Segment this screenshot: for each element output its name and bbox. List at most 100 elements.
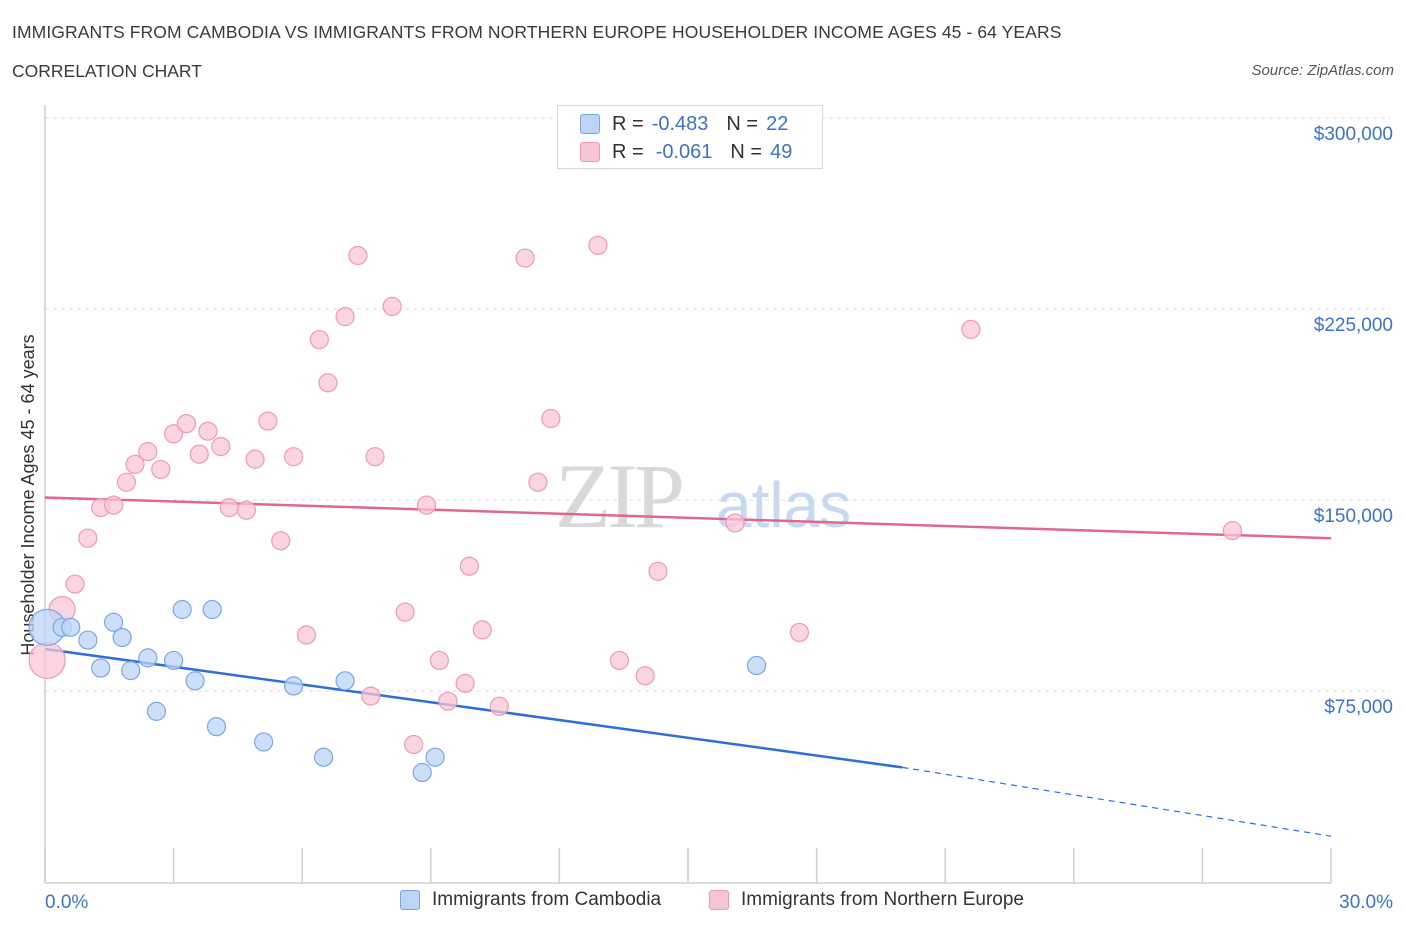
chart-subtitle: CORRELATION CHART [12, 61, 202, 81]
data-point-cambodia [314, 747, 334, 767]
data-point-northern-europe [455, 673, 475, 693]
series-legend-northern-europe[interactable]: Immigrants from Northern Europe [709, 889, 1024, 911]
legend-r-value: -0.061 [655, 140, 713, 163]
data-point-cambodia [206, 717, 227, 737]
data-point-northern-europe [348, 245, 368, 266]
y-tick-label: $75,000 [1324, 697, 1393, 718]
data-point-northern-europe [65, 574, 85, 594]
data-point-northern-europe [103, 495, 124, 515]
data-point-northern-europe [404, 734, 424, 755]
data-point-northern-europe [116, 472, 137, 492]
data-point-northern-europe [164, 424, 184, 444]
y-tick-label: $225,000 [1314, 315, 1393, 336]
legend-r-value: -0.483 [651, 112, 709, 135]
data-point-northern-europe [459, 556, 479, 576]
data-point-cambodia [254, 732, 274, 752]
y-tick-label: $300,000 [1314, 124, 1393, 145]
data-point-cambodia [112, 627, 132, 648]
x-tick-label: 30.0% [1339, 892, 1393, 913]
legend-swatch-northern-europe [580, 142, 600, 162]
legend-n-label: N = [730, 140, 763, 163]
data-points [28, 235, 1243, 783]
data-point-northern-europe [541, 408, 561, 429]
data-point-northern-europe [138, 442, 158, 462]
legend-r-label: R = [612, 140, 644, 163]
data-point-cambodia [138, 648, 158, 668]
data-point-northern-europe [528, 472, 548, 492]
series-label-northern-europe: Immigrants from Northern Europe [741, 889, 1024, 910]
legend-n-value: 22 [766, 112, 789, 135]
data-point-cambodia [412, 762, 432, 783]
legend-row-northern-europe: R = -0.061 N = 49 [580, 140, 792, 164]
data-point-cambodia [164, 650, 184, 671]
trend-line-cambodia [44, 647, 903, 769]
data-point-cambodia [91, 658, 111, 678]
data-point-northern-europe [335, 307, 355, 327]
data-point-northern-europe [258, 411, 278, 431]
data-point-northern-europe [219, 498, 239, 518]
data-point-northern-europe [635, 666, 655, 686]
y-tick-label: $150,000 [1314, 506, 1393, 527]
data-point-northern-europe [416, 495, 437, 515]
data-point-northern-europe [382, 296, 402, 317]
data-point-northern-europe [395, 602, 415, 622]
data-point-northern-europe [28, 641, 66, 680]
watermark: ZIP atlas [555, 445, 851, 547]
data-point-northern-europe [515, 248, 535, 268]
series-swatch-northern-europe [709, 890, 729, 910]
data-point-northern-europe [309, 329, 329, 350]
trend-lines [44, 496, 1332, 837]
data-point-northern-europe [296, 625, 317, 645]
stats-legend: R = -0.483 N = 22 R = -0.061 N = 49 [557, 105, 823, 169]
data-point-cambodia [172, 599, 192, 620]
y-axis-label: Householder Income Ages 45 - 64 years [18, 334, 38, 655]
data-point-cambodia [121, 661, 141, 681]
data-point-northern-europe [198, 421, 218, 441]
data-point-northern-europe [151, 459, 171, 480]
legend-swatch-cambodia [580, 114, 600, 134]
legend-n-value: 49 [770, 140, 793, 163]
data-point-northern-europe [245, 449, 265, 469]
tick-labels: $75,000 $150,000 $225,000 $300,000 0.0% 30.0% [45, 124, 1393, 913]
series-label-cambodia: Immigrants from Cambodia [432, 889, 662, 910]
data-point-northern-europe [176, 414, 197, 434]
data-point-cambodia [185, 671, 205, 691]
data-point-northern-europe [961, 319, 981, 339]
data-point-northern-europe [489, 696, 509, 716]
chart-title: IMMIGRANTS FROM CAMBODIA VS IMMIGRANTS F… [12, 22, 1062, 42]
series-legend: Immigrants from Cambodia Immigrants from… [0, 889, 1406, 915]
data-point-northern-europe [1222, 520, 1243, 541]
data-point-northern-europe [438, 691, 458, 711]
data-point-cambodia [425, 747, 445, 767]
data-point-northern-europe [318, 373, 338, 393]
x-tick-label: 0.0% [45, 892, 88, 913]
data-point-northern-europe [271, 531, 291, 551]
data-point-northern-europe [725, 513, 745, 533]
data-point-northern-europe [429, 650, 449, 671]
legend-r-label: R = [612, 112, 644, 135]
data-point-cambodia [146, 701, 167, 721]
axes [44, 105, 1332, 884]
data-point-northern-europe [189, 444, 209, 464]
trend-line-northern-europe [44, 496, 1332, 540]
data-point-cambodia [284, 676, 304, 696]
legend-n-label: N = [726, 112, 759, 135]
gridlines [45, 117, 1390, 692]
data-point-cambodia [335, 671, 355, 691]
data-point-northern-europe [284, 447, 304, 467]
data-point-northern-europe [236, 500, 257, 520]
data-point-northern-europe [472, 620, 492, 640]
data-point-northern-europe [789, 622, 810, 643]
trend-line-cambodia-extrapolated [902, 766, 1332, 837]
data-point-northern-europe [648, 561, 668, 581]
data-point-northern-europe [609, 650, 630, 671]
series-legend-cambodia[interactable]: Immigrants from Cambodia [400, 889, 661, 911]
data-point-northern-europe [588, 235, 608, 255]
data-point-northern-europe [211, 436, 231, 457]
source-label: Source: ZipAtlas.com [1251, 62, 1394, 79]
data-point-cambodia [78, 630, 98, 650]
data-point-northern-europe [365, 447, 385, 467]
data-point-cambodia [746, 655, 767, 676]
data-point-cambodia [103, 612, 124, 632]
